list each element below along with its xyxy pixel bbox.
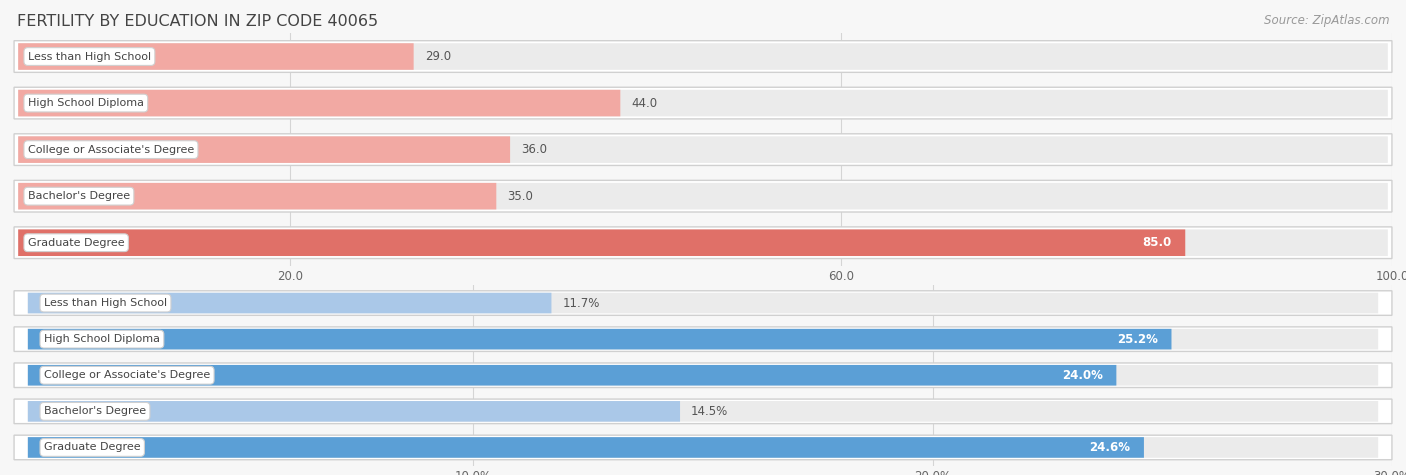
FancyBboxPatch shape (18, 43, 413, 70)
FancyBboxPatch shape (28, 365, 1378, 386)
Text: 29.0: 29.0 (425, 50, 451, 63)
FancyBboxPatch shape (18, 229, 1185, 256)
FancyBboxPatch shape (14, 291, 1392, 315)
FancyBboxPatch shape (28, 329, 1171, 350)
Text: 11.7%: 11.7% (562, 296, 600, 310)
FancyBboxPatch shape (14, 180, 1392, 212)
Text: FERTILITY BY EDUCATION IN ZIP CODE 40065: FERTILITY BY EDUCATION IN ZIP CODE 40065 (17, 14, 378, 29)
Text: High School Diploma: High School Diploma (44, 334, 160, 344)
Text: 35.0: 35.0 (508, 190, 533, 203)
Text: Less than High School: Less than High School (28, 51, 150, 62)
FancyBboxPatch shape (14, 41, 1392, 72)
FancyBboxPatch shape (28, 365, 1116, 386)
Text: 14.5%: 14.5% (692, 405, 728, 418)
Text: Graduate Degree: Graduate Degree (44, 442, 141, 453)
FancyBboxPatch shape (18, 183, 1388, 209)
FancyBboxPatch shape (18, 183, 496, 209)
Text: 36.0: 36.0 (522, 143, 547, 156)
FancyBboxPatch shape (28, 437, 1378, 458)
FancyBboxPatch shape (28, 401, 1378, 422)
Text: Source: ZipAtlas.com: Source: ZipAtlas.com (1264, 14, 1389, 27)
FancyBboxPatch shape (14, 87, 1392, 119)
Text: Less than High School: Less than High School (44, 298, 167, 308)
FancyBboxPatch shape (14, 227, 1392, 258)
FancyBboxPatch shape (14, 399, 1392, 424)
FancyBboxPatch shape (18, 136, 510, 163)
FancyBboxPatch shape (18, 229, 1388, 256)
FancyBboxPatch shape (18, 136, 1388, 163)
Text: College or Associate's Degree: College or Associate's Degree (28, 144, 194, 155)
FancyBboxPatch shape (28, 293, 1378, 314)
FancyBboxPatch shape (28, 293, 551, 314)
Text: Graduate Degree: Graduate Degree (28, 238, 125, 248)
Text: High School Diploma: High School Diploma (28, 98, 143, 108)
FancyBboxPatch shape (28, 437, 1144, 458)
Text: 44.0: 44.0 (631, 96, 658, 110)
FancyBboxPatch shape (28, 329, 1378, 350)
FancyBboxPatch shape (14, 435, 1392, 460)
FancyBboxPatch shape (14, 327, 1392, 352)
FancyBboxPatch shape (18, 90, 1388, 116)
FancyBboxPatch shape (14, 134, 1392, 165)
Text: Bachelor's Degree: Bachelor's Degree (44, 406, 146, 417)
Text: Bachelor's Degree: Bachelor's Degree (28, 191, 129, 201)
Text: 25.2%: 25.2% (1116, 332, 1157, 346)
Text: 24.6%: 24.6% (1090, 441, 1130, 454)
FancyBboxPatch shape (18, 90, 620, 116)
Text: College or Associate's Degree: College or Associate's Degree (44, 370, 209, 380)
Text: 85.0: 85.0 (1142, 236, 1171, 249)
FancyBboxPatch shape (28, 401, 681, 422)
FancyBboxPatch shape (18, 43, 1388, 70)
FancyBboxPatch shape (14, 363, 1392, 388)
Text: 24.0%: 24.0% (1062, 369, 1102, 382)
